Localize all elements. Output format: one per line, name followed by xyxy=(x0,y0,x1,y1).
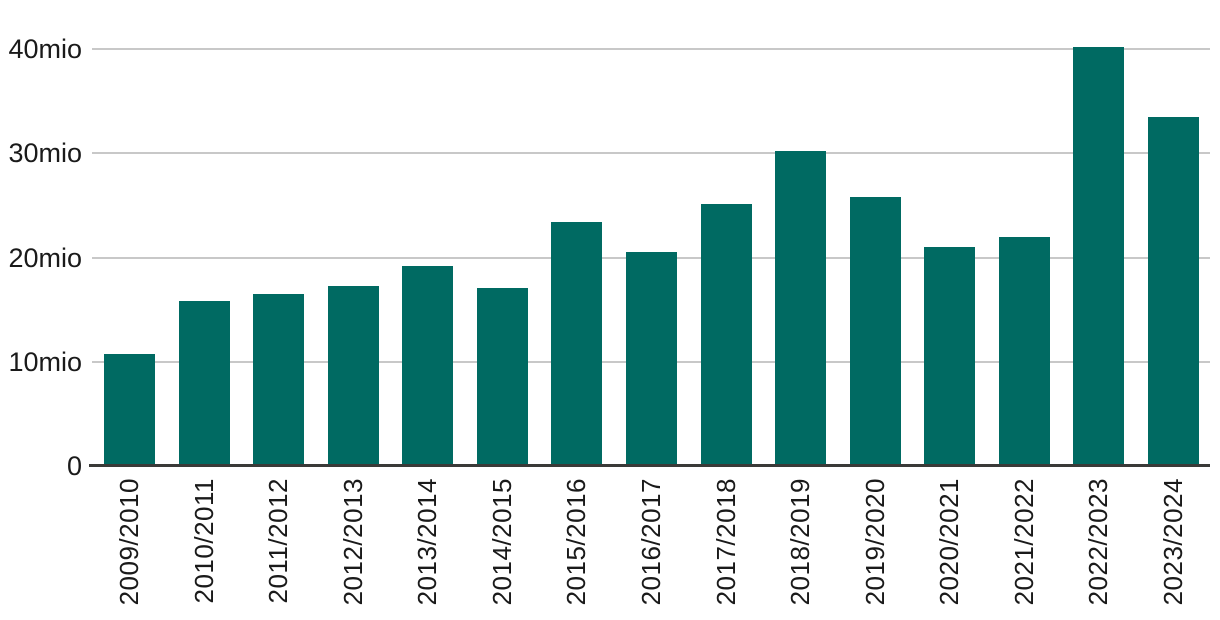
bar-2016-2017 xyxy=(625,252,677,466)
x-label-slot-2023-2024: 2023/2024 xyxy=(1157,478,1189,612)
x-label-slot-2016-2017: 2016/2017 xyxy=(635,478,667,612)
x-tick-label: 2012/2013 xyxy=(337,478,368,606)
bar-2014-2015 xyxy=(476,287,528,466)
gridline-30mio xyxy=(92,152,1210,155)
x-label-slot-2014-2015: 2014/2015 xyxy=(486,478,518,612)
x-tick-label: 2009/2010 xyxy=(114,478,144,606)
bar-2015-2016 xyxy=(551,222,603,466)
x-label-slot-2013-2014: 2013/2014 xyxy=(412,478,444,612)
x-label-slot-2019-2020: 2019/2020 xyxy=(859,478,891,612)
x-label-slot-2009-2010: 2009/2010 xyxy=(114,478,146,612)
bar-2011-2012 xyxy=(253,294,305,466)
x-label-slot-2015-2016: 2015/2016 xyxy=(561,478,593,612)
x-tick-label: 2013/2014 xyxy=(412,478,443,606)
x-label-slot-2018-2019: 2018/2019 xyxy=(785,478,817,612)
gridline-40mio xyxy=(92,48,1210,51)
y-tick-label-40mio: 40mio xyxy=(8,34,82,65)
x-label-slot-2017-2018: 2017/2018 xyxy=(710,478,742,612)
x-tick-label: 2022/2023 xyxy=(1083,478,1114,606)
bar-2009-2010 xyxy=(104,353,155,466)
x-label-slot-2010-2011: 2010/2011 xyxy=(188,478,220,612)
x-tick-label: 2015/2016 xyxy=(561,478,592,606)
y-axis: 0 10mio 20mio 30mio 40mio xyxy=(0,0,82,620)
bar-2019-2020 xyxy=(849,197,901,466)
x-tick-label: 2017/2018 xyxy=(710,478,741,606)
y-tick-label-20mio: 20mio xyxy=(8,242,82,273)
x-label-slot-2022-2023: 2022/2023 xyxy=(1083,478,1115,612)
x-tick-label: 2023/2024 xyxy=(1157,478,1188,606)
x-tick-label: 2010/2011 xyxy=(188,478,219,604)
x-tick-label: 2016/2017 xyxy=(635,478,666,606)
x-tick-label: 2011/2012 xyxy=(263,478,294,604)
bar-2020-2021 xyxy=(924,247,976,466)
x-tick-label: 2014/2015 xyxy=(486,478,517,606)
x-axis-line xyxy=(89,464,1210,467)
x-label-slot-2012-2013: 2012/2013 xyxy=(337,478,369,612)
bar-2012-2013 xyxy=(327,285,379,466)
y-tick-label-10mio: 10mio xyxy=(8,346,82,377)
bar-2022-2023 xyxy=(1073,47,1125,466)
y-tick-label-0: 0 xyxy=(66,451,82,481)
bar-2021-2022 xyxy=(998,236,1050,466)
bar-2017-2018 xyxy=(700,204,752,466)
x-label-slot-2021-2022: 2021/2022 xyxy=(1008,478,1040,612)
x-tick-label: 2018/2019 xyxy=(785,478,816,606)
bar-2010-2011 xyxy=(178,301,230,466)
bar-2013-2014 xyxy=(402,265,454,466)
plot-area xyxy=(89,20,1210,467)
x-tick-label: 2021/2022 xyxy=(1008,478,1039,606)
x-tick-label: 2019/2020 xyxy=(859,478,890,606)
x-label-slot-2011-2012: 2011/2012 xyxy=(263,478,295,612)
bar-2023-2024 xyxy=(1147,116,1199,466)
x-tick-label: 2020/2021 xyxy=(934,478,965,606)
bar-2018-2019 xyxy=(775,151,827,466)
y-tick-label-30mio: 30mio xyxy=(8,138,82,169)
x-label-slot-2020-2021: 2020/2021 xyxy=(934,478,966,612)
